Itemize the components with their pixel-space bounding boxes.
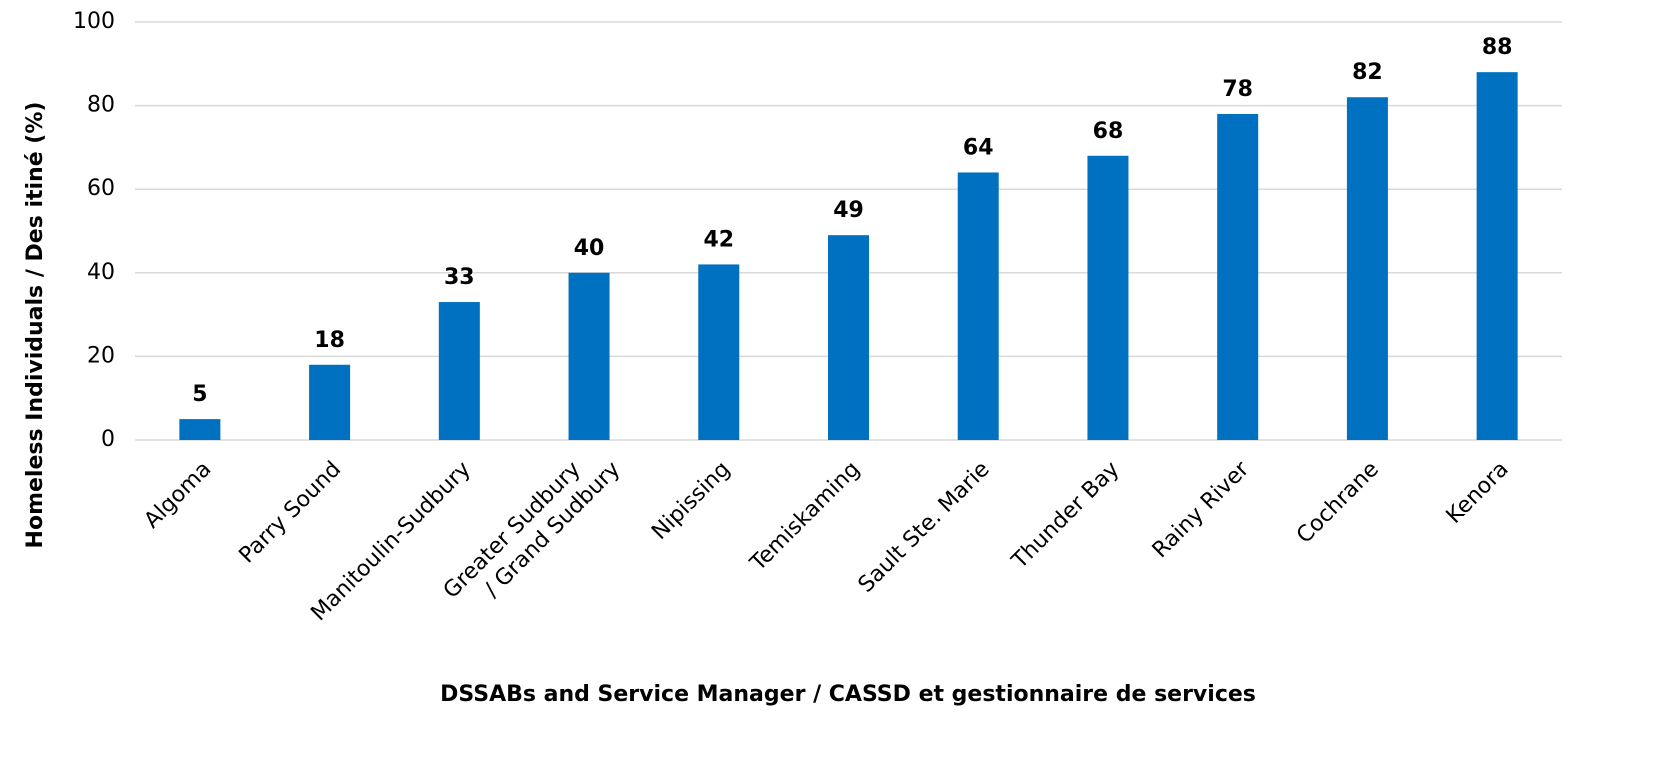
data-label: 18 <box>314 328 345 353</box>
data-label: 64 <box>963 135 994 160</box>
x-tick-label: Thunder Bay <box>1007 457 1125 575</box>
bar <box>568 272 610 440</box>
y-tick-label: 80 <box>87 93 115 118</box>
bar <box>698 264 740 440</box>
x-tick-label: Greater Sudbury/ Grand Sudbury <box>439 437 625 623</box>
x-tick-label: Parry Sound <box>235 457 347 569</box>
data-label: 49 <box>833 198 864 223</box>
bar <box>1217 113 1259 441</box>
data-label: 78 <box>1222 77 1253 102</box>
x-tick-label: Nipissing <box>647 457 735 545</box>
y-tick-label: 60 <box>87 176 115 201</box>
bar <box>309 364 351 440</box>
data-label: 40 <box>574 236 605 261</box>
x-tick-label: Sault Ste. Marie <box>854 457 995 598</box>
data-label: 82 <box>1352 60 1383 85</box>
bar <box>438 302 480 440</box>
x-tick-label: Rainy River <box>1148 456 1255 563</box>
x-tick-label: Algoma <box>140 457 217 534</box>
bar <box>179 419 221 440</box>
x-axis-title: DSSABs and Service Manager / CASSD et ge… <box>440 682 1256 707</box>
bar <box>957 172 999 441</box>
data-label: 42 <box>703 227 734 252</box>
y-tick-label: 20 <box>87 343 115 368</box>
x-tick-label: Temiskaming <box>745 457 865 577</box>
y-tick-label: 40 <box>87 260 115 285</box>
y-tick-label: 100 <box>73 9 115 34</box>
data-label: 68 <box>1093 119 1124 144</box>
x-tick-label: Kenora <box>1442 457 1514 529</box>
x-tick-label: Cochrane <box>1292 457 1384 549</box>
data-label: 88 <box>1482 35 1513 60</box>
bar <box>1346 97 1388 441</box>
bar <box>828 235 869 440</box>
data-label: 33 <box>444 265 475 290</box>
bar <box>1087 155 1129 440</box>
bar <box>1476 72 1518 440</box>
data-label: 5 <box>192 382 207 407</box>
y-axis-title: Homeless Individuals / Des itiné (%) <box>23 102 48 549</box>
y-tick-label: 0 <box>101 427 115 452</box>
